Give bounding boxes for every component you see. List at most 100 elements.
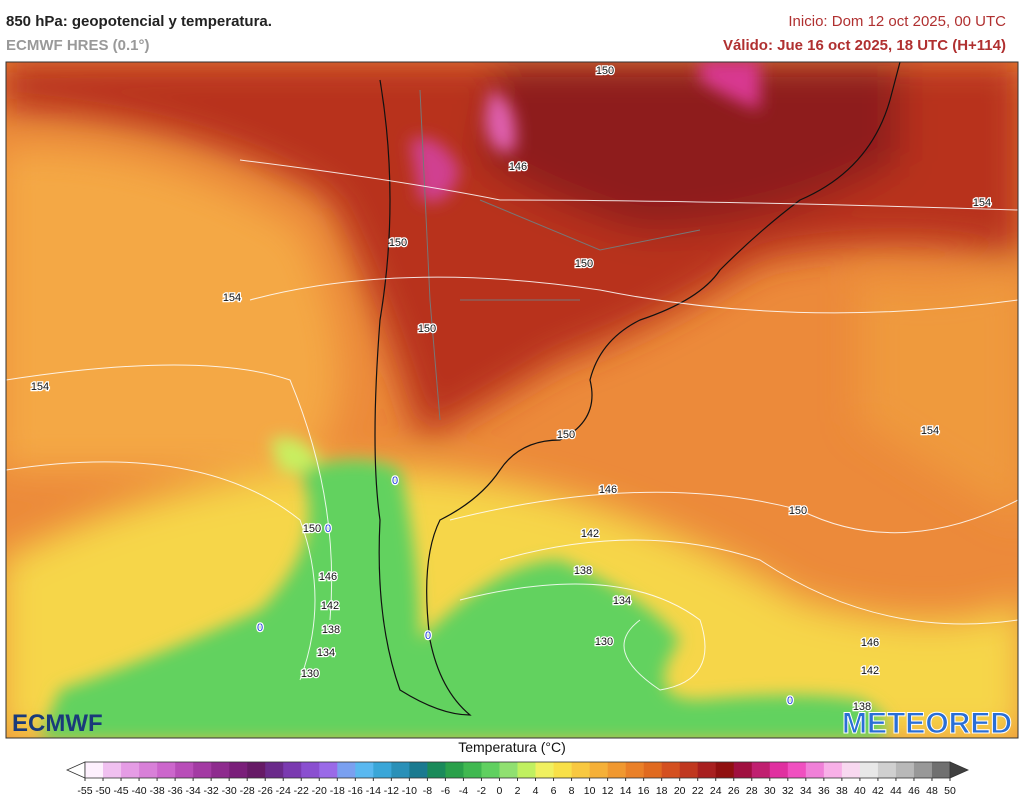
colorbar-segment (247, 762, 266, 778)
contour-label: 154 (973, 197, 991, 209)
colorbar-segment (931, 762, 951, 778)
colorbar-segment (769, 762, 789, 778)
contour-label: 150 (557, 429, 575, 441)
colorbar-segment (877, 762, 897, 778)
colorbar-tick-label: -16 (348, 785, 363, 797)
contour-label: 154 (31, 381, 49, 393)
colorbar-title: Temperatura (°C) (458, 739, 566, 755)
colorbar-segment (751, 762, 771, 778)
contour-label: 146 (319, 571, 337, 583)
colorbar-segment (409, 762, 428, 778)
colorbar-tick-label: -24 (276, 785, 291, 797)
colorbar-tick-label: -12 (384, 785, 399, 797)
colorbar-segment (193, 762, 212, 778)
colorbar-low (66, 761, 86, 779)
freezing-label: 0 (425, 630, 431, 642)
freezing-labels: 0 0 0 0 0 (256, 474, 795, 709)
colorbar-segment (481, 762, 500, 778)
map: 150 146 150 154 154 154 150 150 154 150 146 150 150 1… (6, 62, 1018, 738)
colorbar-segment (157, 762, 176, 778)
colorbar-tick-label: -32 (204, 785, 219, 797)
colorbar-tick-label: -26 (258, 785, 273, 797)
colorbar-segment (211, 762, 230, 778)
colorbar-segment (679, 762, 699, 778)
colorbar-tick-label: -45 (113, 785, 128, 797)
colorbar-tick-label: -14 (366, 785, 381, 797)
colorbar-segment (301, 762, 320, 778)
colorbar-tick-label: 12 (602, 785, 614, 797)
colorbar-segment (787, 762, 807, 778)
contour-label: 146 (509, 161, 527, 173)
contour-label: 154 (921, 425, 939, 437)
colorbar-tick-label: -22 (294, 785, 309, 797)
colorbar-segment (463, 762, 482, 778)
contour-label: 150 (389, 237, 407, 249)
colorbar-tick-label: 8 (569, 785, 575, 797)
colorbar-tick-label: -55 (77, 785, 92, 797)
colorbar-segment (841, 762, 861, 778)
contour-label: 142 (321, 600, 339, 612)
colorbar-segment (553, 762, 572, 778)
colorbar-segment (391, 762, 410, 778)
colorbar-tick-label: -40 (131, 785, 146, 797)
freezing-label: 0 (787, 695, 793, 707)
colorbar-segment (625, 762, 644, 778)
colorbar-segment (517, 762, 536, 778)
contour-label: 142 (581, 528, 599, 540)
colorbar-segment (823, 762, 843, 778)
contour-label: 130 (595, 636, 613, 648)
colorbar-segment (373, 762, 392, 778)
colorbar-segment (535, 762, 554, 778)
colorbar-tick-label: 28 (746, 785, 758, 797)
colorbar-tick-label: 34 (800, 785, 812, 797)
colorbar-tick-label: 10 (584, 785, 596, 797)
colorbar-segment (139, 762, 158, 778)
contour-label: 154 (223, 292, 241, 304)
contour-label: 134 (613, 595, 631, 607)
contour-label: 138 (574, 565, 592, 577)
contour-label: 150 (418, 323, 436, 335)
colorbar-segment (445, 762, 464, 778)
coastline (374, 62, 901, 716)
colorbar-segment (85, 762, 104, 778)
colorbar-segment (589, 762, 608, 778)
colorbar-segment (733, 762, 753, 778)
colorbar-tick-label: 40 (854, 785, 866, 797)
borders (419, 89, 701, 421)
colorbar-segment (103, 762, 122, 778)
init-time: Inicio: Dom 12 oct 2025, 00 UTC (788, 13, 1006, 30)
contour-label: 150 (789, 505, 807, 517)
colorbar-tick-label: -10 (402, 785, 417, 797)
colorbar-tick-label: -28 (240, 785, 255, 797)
colorbar-tick-label: 50 (944, 785, 956, 797)
colorbar-tick-label: 30 (764, 785, 776, 797)
colorbar-tick-label: 38 (836, 785, 848, 797)
contour-label: 146 (599, 484, 617, 496)
colorbar-tick-label: 46 (908, 785, 920, 797)
colorbar-segment (121, 762, 140, 778)
logo-ecmwf: ECMWF (12, 710, 103, 737)
geopotential-contours (6, 159, 1018, 691)
colorbar-segment (805, 762, 825, 778)
model-name: ECMWF HRES (0.1°) (6, 37, 150, 54)
colorbar-tick-label: -30 (222, 785, 237, 797)
colorbar-tick-label: 44 (890, 785, 902, 797)
valid-time: Válido: Jue 16 oct 2025, 18 UTC (H+114) (723, 37, 1006, 54)
colorbar-tick-label: 24 (710, 785, 722, 797)
contour-labels: 150 146 150 154 154 154 150 150 154 150 146 150 150 1… (30, 64, 993, 715)
freezing-label: 0 (392, 475, 398, 487)
colorbar-tick-label: -6 (441, 785, 450, 797)
colorbar-tick-label: 48 (926, 785, 938, 797)
colorbar-segment (715, 762, 735, 778)
colorbar-high (949, 761, 969, 779)
contour-label: 146 (861, 637, 879, 649)
contour-label: 138 (853, 701, 871, 713)
colorbar-tick-label: 14 (620, 785, 632, 797)
colorbar-tick-label: -34 (186, 785, 201, 797)
contour-label: 150 (303, 523, 321, 535)
colorbar-segment (697, 762, 717, 778)
colorbar-tick-label: -38 (149, 785, 164, 797)
colorbar: -55 -50 -45 -40 -38 -36 -34 -32 -30 -28 -26 -24 -22-… (66, 761, 969, 797)
contour-label: 150 (575, 258, 593, 270)
